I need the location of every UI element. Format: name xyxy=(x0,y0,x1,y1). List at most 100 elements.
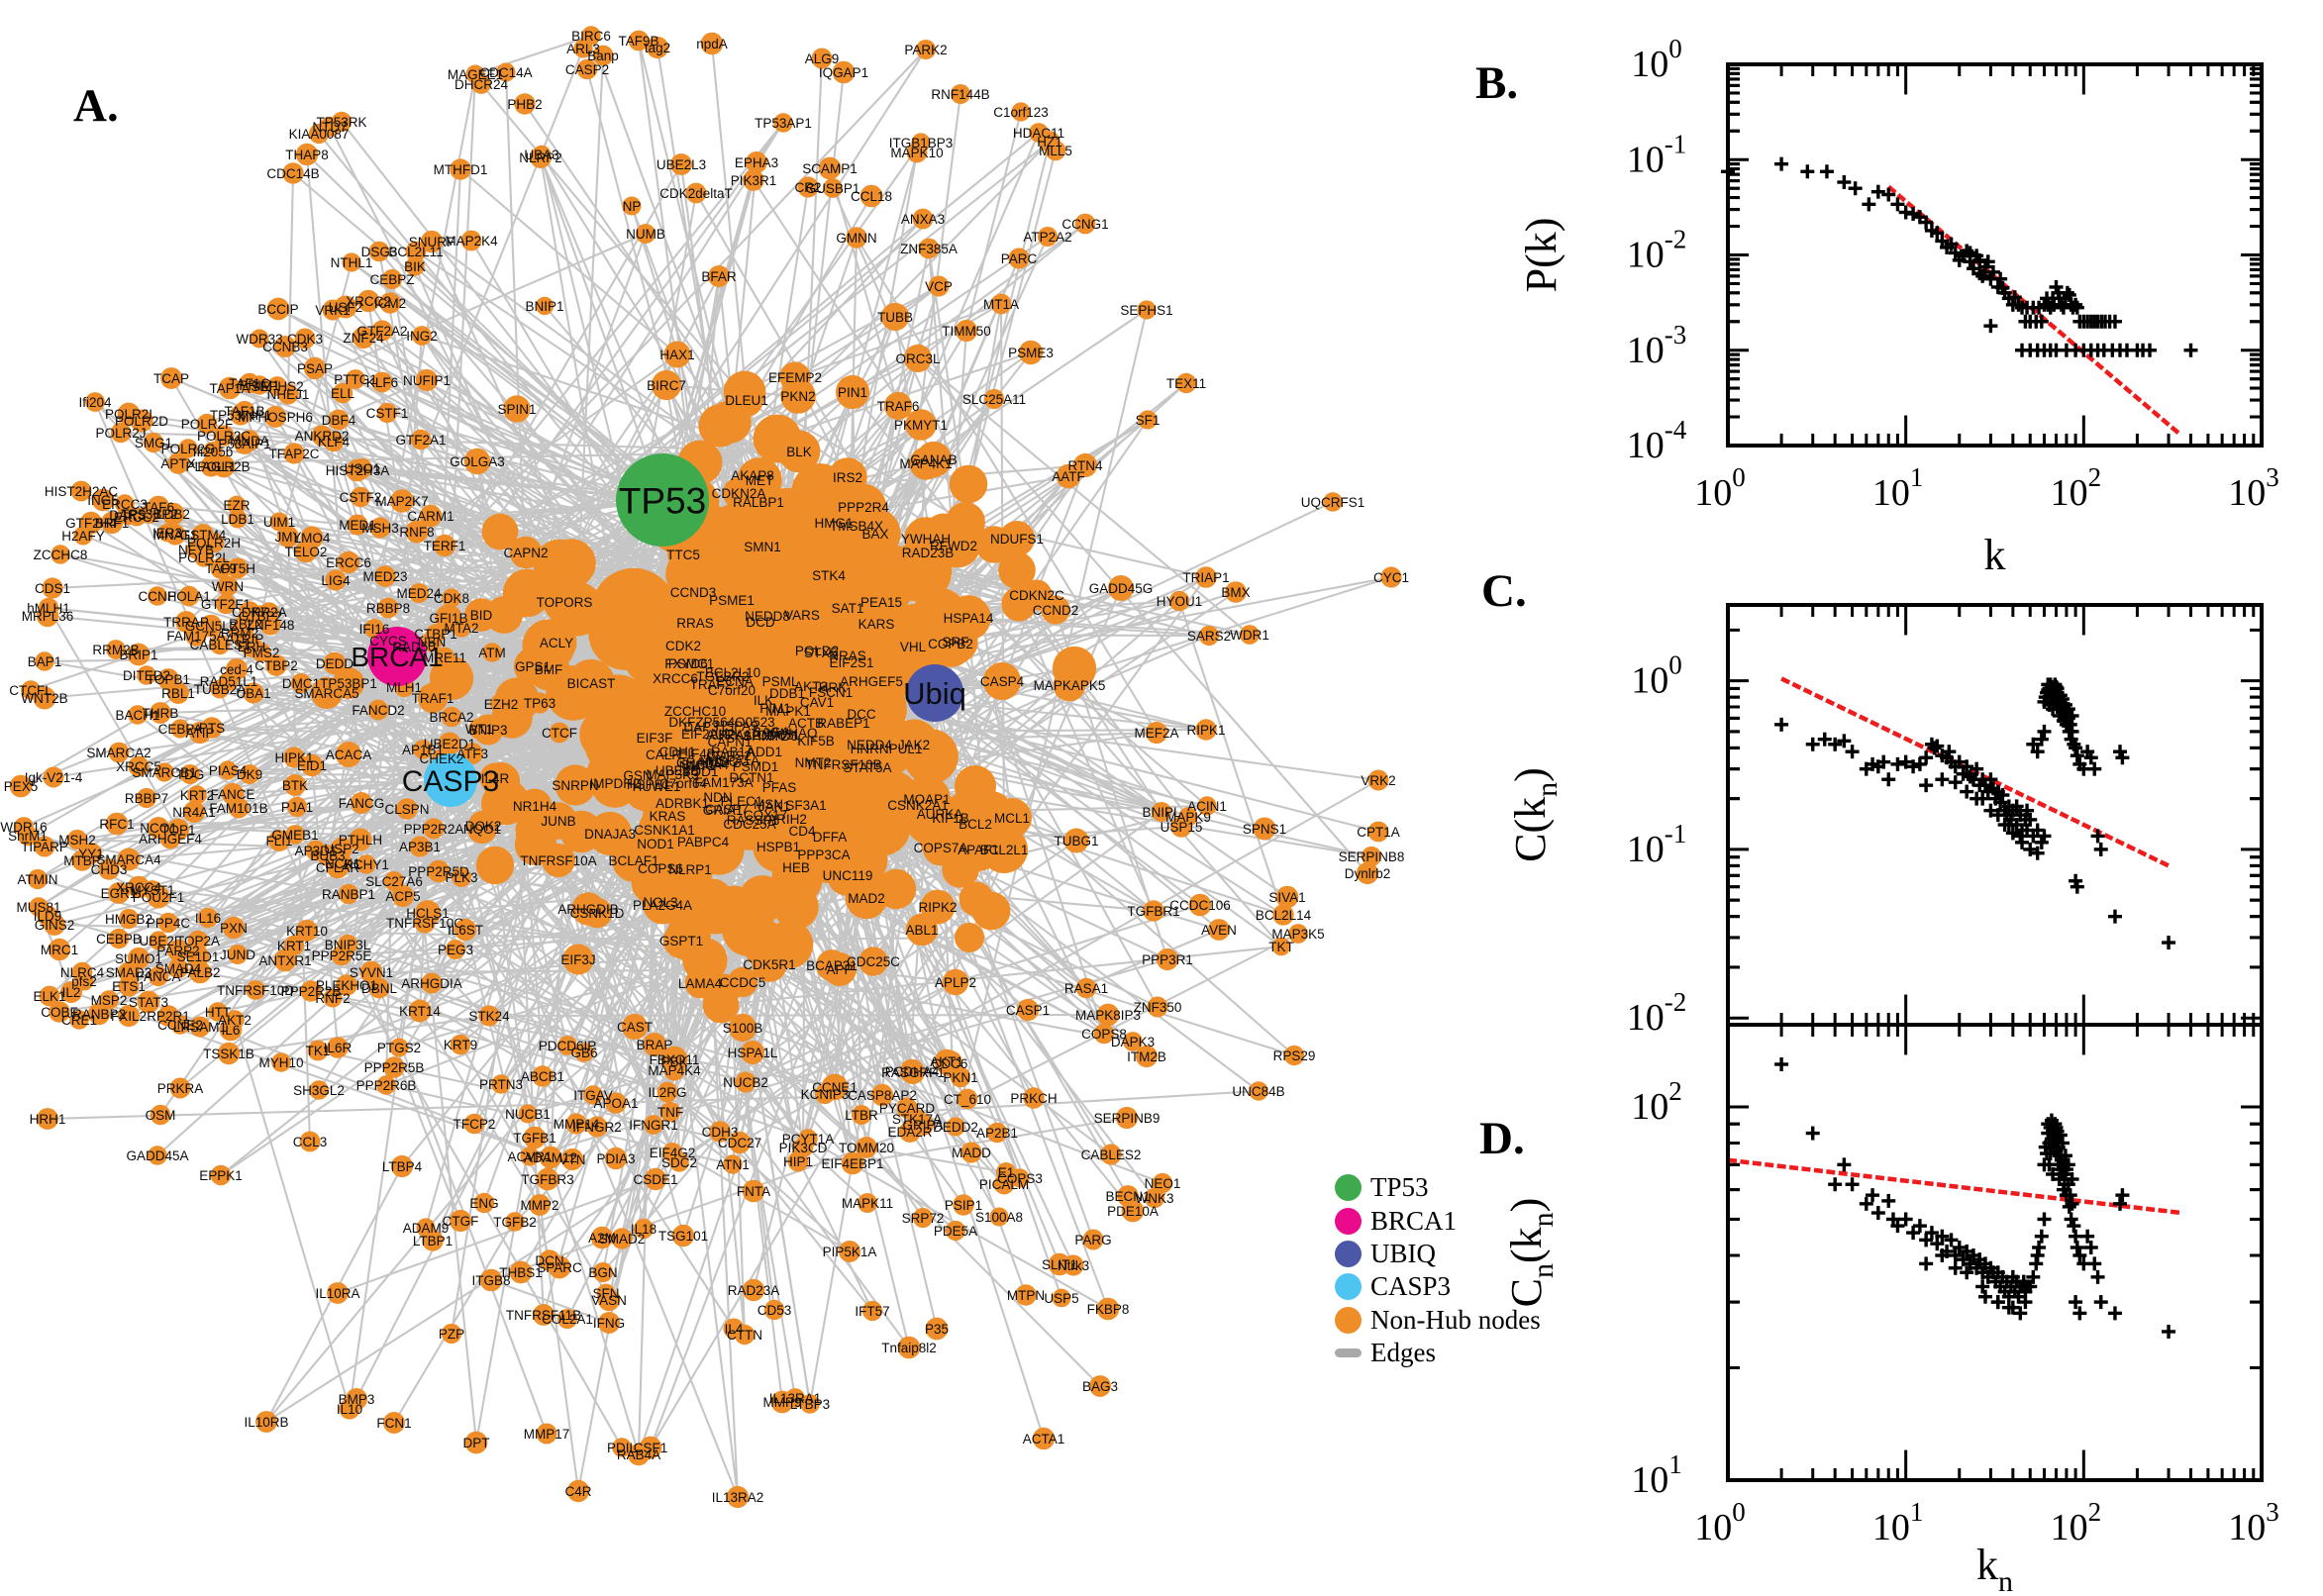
network-edge xyxy=(649,897,978,1449)
tick-labels: 100 101 102 103 100 10-1 10-2 10-3 10-4 xyxy=(1627,34,2279,514)
x-tick-label: 100 xyxy=(1694,1497,1746,1548)
data-points xyxy=(1721,156,2198,357)
axis-ticks xyxy=(1728,64,2262,446)
network-edge xyxy=(317,681,593,1092)
legend-item-label: BRCA1 xyxy=(1370,1205,1458,1236)
network-edge xyxy=(57,910,695,1014)
y-tick-label: 10-1 xyxy=(1627,819,1687,870)
network-edge xyxy=(423,921,1110,1311)
axis-ticks xyxy=(1728,1025,2262,1480)
network-edge xyxy=(224,574,387,606)
network-edge xyxy=(75,838,344,850)
network-edge xyxy=(1026,928,1221,1012)
y-tick-label: 10-2 xyxy=(1627,987,1687,1039)
network-edge xyxy=(276,307,664,502)
network-edge xyxy=(694,191,942,618)
x-tick-label: 102 xyxy=(2051,462,2102,514)
x-tick-label: 102 xyxy=(2051,1497,2102,1548)
legend: TP53 BRCA1 UBIQ CASP3 Non-Hub nodes Edges xyxy=(1335,1171,1541,1369)
network-edge xyxy=(258,260,354,618)
legend-color-swatch xyxy=(1335,1273,1362,1301)
network-edge xyxy=(479,82,749,402)
network-edge xyxy=(216,910,695,1014)
x-tick-label: 100 xyxy=(1694,462,1746,514)
network-edge xyxy=(286,171,295,396)
network-edge xyxy=(869,679,1156,913)
x-tick-label: 101 xyxy=(1872,1497,1924,1548)
legend-edge-swatch xyxy=(1335,1348,1362,1358)
network-edge xyxy=(576,957,1164,1185)
legend-item-brca1: BRCA1 xyxy=(1335,1204,1541,1237)
y-tick-label: 101 xyxy=(1631,1449,1682,1501)
panel-letter-a: A. xyxy=(73,80,119,132)
y-tick-label: 10-4 xyxy=(1627,415,1687,466)
network-edge xyxy=(884,747,1373,858)
network-edge xyxy=(542,1125,599,1317)
legend-item-non-hub-nodes: Non-Hub nodes xyxy=(1335,1304,1541,1337)
data-points xyxy=(1774,677,2176,950)
network-edge xyxy=(927,247,956,548)
plot-panel-b: 100 101 102 103 100 10-1 10-2 10-3 10-4 k P(k) xyxy=(1517,34,2279,579)
network-edge xyxy=(326,72,477,857)
legend-item-label: Edges xyxy=(1370,1338,1436,1368)
network-edge xyxy=(473,34,593,76)
legend-item-label: Non-Hub nodes xyxy=(1370,1304,1541,1335)
legend-item-label: UBIQ xyxy=(1370,1238,1436,1268)
x-axis-title: k xyxy=(1984,531,2006,579)
network-edge xyxy=(168,801,363,841)
plot-frame xyxy=(1726,62,2264,448)
x-tick-label: 103 xyxy=(2228,1497,2279,1548)
network-edge xyxy=(233,1018,352,1411)
network-edge xyxy=(350,260,664,502)
y-tick-label: 100 xyxy=(1631,34,1682,85)
network-edge xyxy=(147,1000,553,1159)
network-edge xyxy=(539,155,664,502)
legend-color-swatch xyxy=(1335,1174,1362,1202)
y-tick-label: 10-3 xyxy=(1627,320,1687,371)
plot-panel-c: 100 10-1 10-2 C(kn) xyxy=(1506,603,2264,1040)
legend-color-swatch xyxy=(1335,1240,1362,1267)
legend-color-swatch xyxy=(1335,1207,1362,1235)
plot-frame xyxy=(1726,1023,2264,1482)
legend-item-casp3: CASP3 xyxy=(1335,1270,1541,1303)
legend-item-ubiq: UBIQ xyxy=(1335,1238,1541,1270)
x-axis-title: kn xyxy=(1976,1541,2013,1596)
network-edge xyxy=(557,826,884,1269)
panel-letter-d: D. xyxy=(1479,1113,1525,1164)
network-edge xyxy=(864,1146,1008,1174)
panel-letter-c: C. xyxy=(1481,565,1527,617)
network-edge xyxy=(489,1278,611,1325)
legend-item-label: TP53 xyxy=(1370,1172,1429,1203)
network-edge xyxy=(46,1093,884,1121)
network-edge xyxy=(528,1008,1030,1158)
data-points xyxy=(1774,1056,2176,1339)
network-edge xyxy=(964,110,1023,333)
x-tick-label: 101 xyxy=(1872,462,1924,514)
network-edge xyxy=(305,152,664,502)
network-edge xyxy=(341,391,537,808)
tick-labels: 100 10-1 10-2 xyxy=(1627,650,1687,1040)
panel-letter-b: B. xyxy=(1475,57,1519,109)
legend-item-label: CASP3 xyxy=(1370,1271,1452,1302)
y-axis-title: C(kn) xyxy=(1506,767,1564,862)
y-tick-label: 10-1 xyxy=(1627,129,1687,180)
y-tick-label: 10-2 xyxy=(1627,225,1687,276)
legend-item-tp53: TP53 xyxy=(1335,1171,1541,1204)
network-edge xyxy=(916,356,1252,637)
y-tick-label: 102 xyxy=(1631,1076,1682,1128)
network-edge xyxy=(859,1089,1261,1117)
network-edge xyxy=(418,1009,542,1207)
network-edge xyxy=(1177,599,1285,917)
y-tick-label: 100 xyxy=(1631,650,1682,702)
network-edge xyxy=(176,966,884,1097)
network-edge xyxy=(601,809,994,1274)
network-edge xyxy=(347,550,528,564)
y-axis-title: P(k) xyxy=(1517,218,1566,293)
x-tick-label: 103 xyxy=(2228,462,2279,514)
legend-item-edges: Edges xyxy=(1335,1337,1541,1369)
legend-color-swatch xyxy=(1335,1306,1362,1334)
